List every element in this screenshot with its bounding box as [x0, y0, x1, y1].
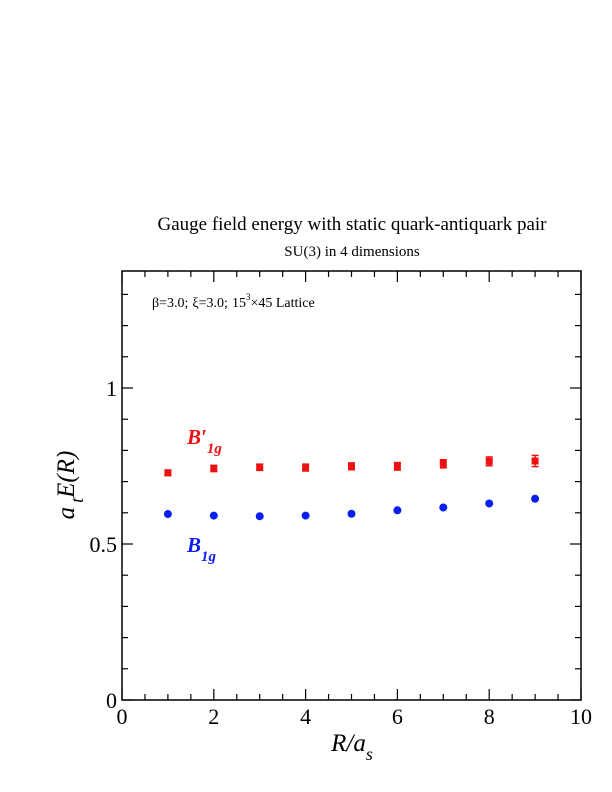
- data-point-square: [485, 457, 493, 465]
- data-point-circle: [209, 511, 218, 520]
- data-point-circle: [393, 506, 402, 515]
- x-tick-label: 6: [392, 704, 403, 729]
- y-axis-label: atE(R): [53, 451, 87, 520]
- data-point-circle: [439, 503, 448, 512]
- data-point-circle: [485, 499, 494, 508]
- y-tick-label: 0.5: [90, 532, 118, 557]
- y-axis-label-group: atE(R): [53, 451, 87, 520]
- data-point-circle: [301, 511, 310, 520]
- series-label-b-prime: B′1g: [186, 425, 222, 457]
- x-tick-label: 2: [208, 704, 219, 729]
- x-axis-label: R/as: [330, 730, 373, 764]
- y-tick-label: 0: [106, 688, 117, 713]
- lattice-annotation: β=3.0; ξ=3.0; 153×45 Lattice: [152, 292, 315, 311]
- plot-frame: [121, 270, 582, 701]
- data-point-square: [256, 463, 264, 471]
- x-tick-label: 8: [484, 704, 495, 729]
- x-tick-labels: 0 2 4 6 8 10: [117, 704, 593, 729]
- data-point-square: [393, 462, 401, 470]
- x-tick-label: 4: [300, 704, 311, 729]
- chart-subtitle: SU(3) in 4 dimensions: [284, 244, 420, 260]
- data-point-circle: [163, 510, 172, 519]
- data-point-square: [164, 469, 172, 477]
- series-label-b: B1g: [186, 533, 217, 565]
- axis-ticks: [121, 271, 582, 701]
- y-tick-label: 1: [106, 376, 117, 401]
- chart-title: Gauge field energy with static quark-ant…: [157, 214, 547, 235]
- data-point-square: [348, 462, 355, 470]
- data-point-square: [302, 464, 310, 472]
- data-point-circle: [531, 494, 540, 503]
- data-point-square: [210, 464, 218, 472]
- data-marks: [163, 454, 540, 521]
- x-tick-label: 10: [570, 704, 592, 729]
- x-tick-label: 0: [117, 704, 128, 729]
- data-point-circle: [255, 512, 264, 521]
- data-point-square: [531, 457, 539, 465]
- y-tick-labels: 00.51: [90, 376, 118, 713]
- data-point-circle: [347, 509, 356, 518]
- data-point-square: [439, 460, 447, 468]
